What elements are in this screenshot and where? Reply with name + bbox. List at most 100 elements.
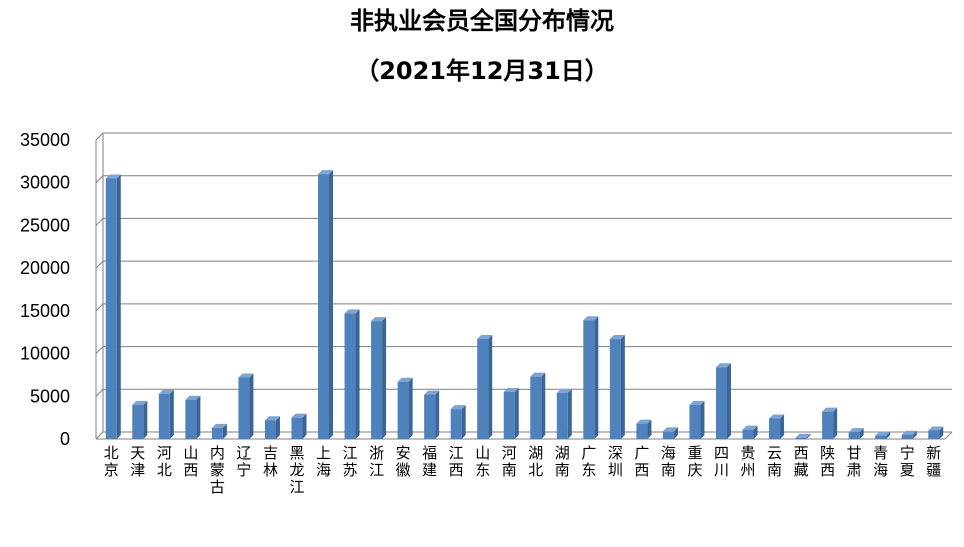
bar-side — [833, 407, 838, 439]
x-tick-label: 内蒙古 — [210, 444, 225, 496]
gridline-diag — [95, 260, 104, 269]
x-tick-label: 天津 — [130, 444, 145, 479]
bar-top — [132, 400, 148, 405]
bar — [609, 339, 621, 439]
bar — [662, 431, 674, 439]
bar-top — [822, 407, 838, 412]
bar — [211, 427, 223, 439]
y-tick-label: 10000 — [20, 344, 70, 364]
gridline-diag — [95, 431, 104, 440]
y-tick-label: 30000 — [20, 173, 70, 193]
x-tick-label: 北京 — [104, 444, 119, 479]
bar — [450, 409, 462, 439]
bar — [530, 376, 542, 439]
x-tick-label: 吉林 — [263, 444, 278, 479]
bar — [583, 320, 595, 439]
bar — [769, 418, 781, 439]
gridline-diag — [95, 388, 104, 397]
bar-top — [344, 309, 360, 314]
bar-side — [488, 335, 493, 439]
chart-title: 非执业会员全国分布情况 — [350, 7, 614, 35]
bar — [397, 381, 409, 439]
bar-top — [901, 430, 917, 435]
bar — [689, 404, 701, 439]
y-tick-label: 5000 — [30, 386, 70, 406]
x-tick-label: 福建 — [422, 444, 437, 479]
x-tick-label: 广西 — [634, 444, 649, 479]
bar — [185, 399, 197, 439]
x-tick-label: 深圳 — [608, 444, 623, 479]
bar-top — [769, 414, 785, 419]
bar-top — [503, 388, 519, 393]
bar-top — [185, 395, 201, 400]
bar — [503, 392, 515, 439]
bar — [318, 174, 330, 439]
x-tick-label: 安徽 — [396, 444, 411, 479]
bar-top — [424, 390, 440, 395]
x-tick-label: 黑龙江 — [289, 444, 304, 496]
x-tick-label: 湖北 — [528, 444, 543, 479]
y-tick-label: 20000 — [20, 258, 70, 278]
bar — [264, 420, 276, 439]
bar-side — [196, 395, 201, 439]
bar — [238, 377, 250, 439]
x-tick-label: 重庆 — [687, 444, 702, 479]
bar-side — [780, 414, 785, 439]
bar — [132, 404, 144, 439]
bar-side — [594, 316, 599, 439]
bar-top — [211, 423, 227, 428]
bar — [901, 434, 913, 439]
bar-top — [530, 372, 546, 377]
bar-side — [461, 405, 466, 439]
bar-side — [753, 425, 758, 439]
x-tick-label: 上海 — [316, 444, 331, 479]
bar-side — [726, 363, 731, 439]
bar-top — [583, 316, 599, 321]
bar-side — [700, 400, 705, 439]
bar-side — [143, 400, 148, 439]
bar — [875, 435, 887, 439]
bar-side — [886, 431, 891, 439]
x-tick-label: 四川 — [714, 444, 729, 479]
bar-side — [514, 388, 519, 439]
bar-side — [116, 174, 121, 439]
bar-top — [371, 317, 387, 322]
bar-top — [105, 174, 121, 179]
y-tick-label: 35000 — [20, 130, 70, 150]
bar-side — [912, 430, 917, 439]
x-tick-label: 山东 — [475, 444, 490, 479]
y-tick-label: 0 — [60, 429, 70, 449]
bar — [848, 432, 860, 439]
bar-side — [673, 427, 678, 439]
bar-top — [636, 419, 652, 424]
gridline-diag — [95, 303, 104, 312]
bar — [344, 313, 356, 439]
x-tick-label: 河北 — [157, 444, 172, 479]
x-tick-label: 广东 — [581, 444, 596, 479]
x-tick-label: 山西 — [183, 444, 198, 479]
x-tick-label: 海南 — [661, 444, 676, 479]
bar-top — [609, 335, 625, 340]
bar-side — [249, 373, 254, 439]
bar-top — [264, 416, 280, 421]
bar — [928, 430, 940, 439]
bar — [158, 393, 170, 439]
bar-side — [222, 423, 227, 439]
bar — [715, 367, 727, 439]
x-tick-label: 辽宁 — [236, 444, 251, 479]
chart-subtitle: （2021年12月31日） — [355, 57, 609, 85]
x-tick-label: 云南 — [767, 444, 782, 479]
bar-side — [541, 372, 546, 439]
bar-side — [647, 419, 652, 439]
x-tick-label: 青海 — [873, 444, 888, 479]
bar-top — [556, 388, 572, 393]
bar-top — [158, 389, 174, 394]
y-tick-label: 15000 — [20, 301, 70, 321]
bar — [822, 411, 834, 439]
bar — [636, 423, 648, 439]
bar — [795, 437, 807, 439]
gridline-diag — [95, 218, 104, 226]
plot-area: 05000100001500020000250003000035000北京天津河… — [20, 130, 953, 496]
x-tick-label: 甘肃 — [847, 444, 862, 479]
